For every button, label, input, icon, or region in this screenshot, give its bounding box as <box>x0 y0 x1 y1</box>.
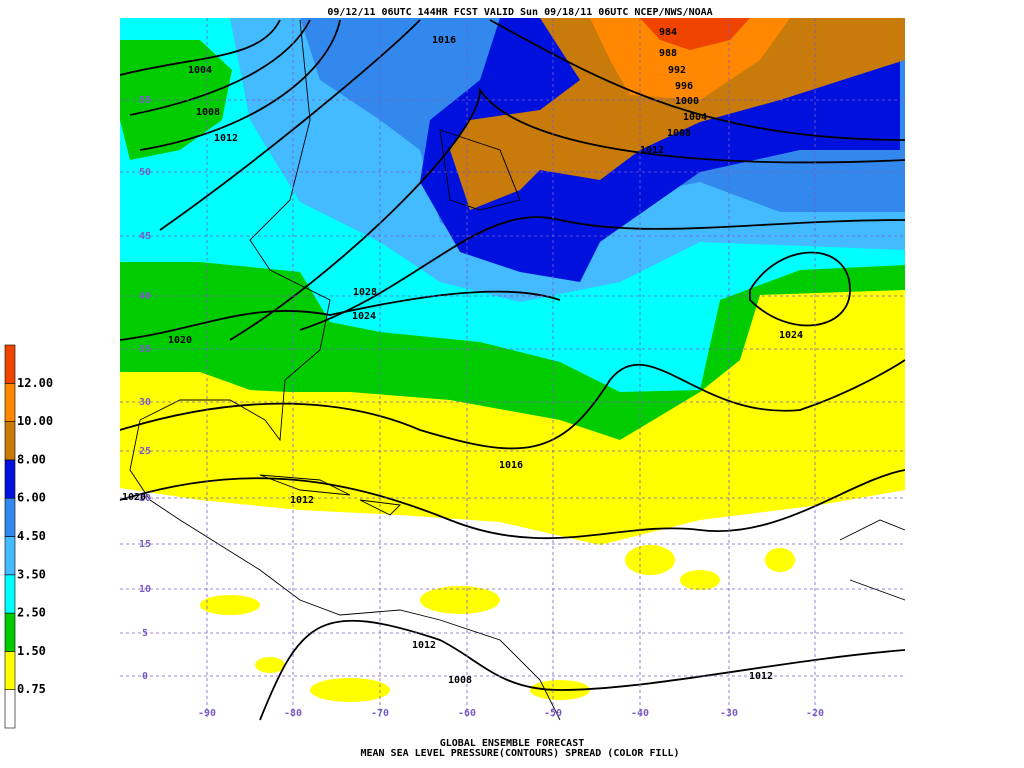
longitude-label: -60 <box>458 708 476 719</box>
colorbar-swatch <box>4 536 16 576</box>
colorbar-swatch <box>4 382 16 422</box>
footer-line: MEAN SEA LEVEL PRESSURE(CONTOURS) SPREAD… <box>360 748 679 759</box>
contour-label: 992 <box>668 65 686 76</box>
colorbar-swatch <box>4 459 16 499</box>
longitude-label: -70 <box>371 708 389 719</box>
latitude-label: 45 <box>139 231 151 242</box>
contour-label: 1008 <box>448 675 472 686</box>
contour-label: 1008 <box>667 128 691 139</box>
contour-label: 1024 <box>779 330 803 341</box>
map-fill <box>120 18 905 720</box>
contour-label: 1016 <box>499 460 523 471</box>
contour-label: 1016 <box>432 35 456 46</box>
colorbar-label: 8.00 <box>17 452 46 466</box>
latitude-label: 5 <box>142 628 148 639</box>
footer-line: GLOBAL ENSEMBLE FORECAST <box>440 738 585 749</box>
contour-label: 1000 <box>675 96 699 107</box>
latitude-label: 35 <box>139 344 151 355</box>
latitude-label: 50 <box>139 167 151 178</box>
colorbar-label: 0.75 <box>17 682 46 696</box>
colorbar-label: 6.00 <box>17 491 46 505</box>
colorbar-swatch <box>4 689 16 729</box>
contour-label: 988 <box>659 48 677 59</box>
contour-label: 1024 <box>352 311 376 322</box>
contour-label: 1012 <box>412 640 436 651</box>
colorbar-label: 3.50 <box>17 567 46 581</box>
contour-label: 1028 <box>353 287 377 298</box>
colorbar-label: 1.50 <box>17 644 46 658</box>
contour-label: 1020 <box>122 492 146 503</box>
longitude-label: -20 <box>806 708 824 719</box>
longitude-label: -90 <box>198 708 216 719</box>
contour-label: 1004 <box>188 65 212 76</box>
colorbar-swatch <box>4 344 16 384</box>
title: 09/12/11 06UTC 144HR FCST VALID Sun 09/1… <box>327 7 712 18</box>
contour-label: 996 <box>675 81 693 92</box>
grid <box>120 18 905 720</box>
colorbar-label: 2.50 <box>17 606 46 620</box>
contour-label: 1004 <box>683 112 707 123</box>
latitude-label: 20 <box>139 493 151 504</box>
latitude-label: 30 <box>139 397 151 408</box>
coastlines <box>129 19 906 721</box>
latitude-label: 55 <box>139 95 151 106</box>
contour-label: 1020 <box>168 335 192 346</box>
colorbar-swatch <box>4 612 16 652</box>
longitude-label: -80 <box>284 708 302 719</box>
colorbar-swatch <box>4 574 16 614</box>
longitude-label: -30 <box>720 708 738 719</box>
colorbar-swatch <box>4 497 16 537</box>
colorbar-label: 10.00 <box>17 414 53 428</box>
colorbar-swatch <box>4 651 16 691</box>
contour-label: 1012 <box>749 671 773 682</box>
latitude-label: 15 <box>139 539 151 550</box>
contour-label: 1012 <box>640 145 664 156</box>
latitude-label: 10 <box>139 584 151 595</box>
latitude-label: 0 <box>142 671 148 682</box>
colorbar-swatch <box>4 421 16 461</box>
contour-label: 1012 <box>214 133 238 144</box>
contour-label: 984 <box>659 27 677 38</box>
contour-label: 1008 <box>196 107 220 118</box>
latitude-label: 25 <box>139 446 151 457</box>
colorbar-label: 4.50 <box>17 529 46 543</box>
latitude-label: 40 <box>139 291 151 302</box>
longitude-label: -40 <box>631 708 649 719</box>
contour-label: 1012 <box>290 495 314 506</box>
longitude-label: -50 <box>544 708 562 719</box>
isobars <box>119 19 906 721</box>
colorbar-label: 12.00 <box>17 376 53 390</box>
